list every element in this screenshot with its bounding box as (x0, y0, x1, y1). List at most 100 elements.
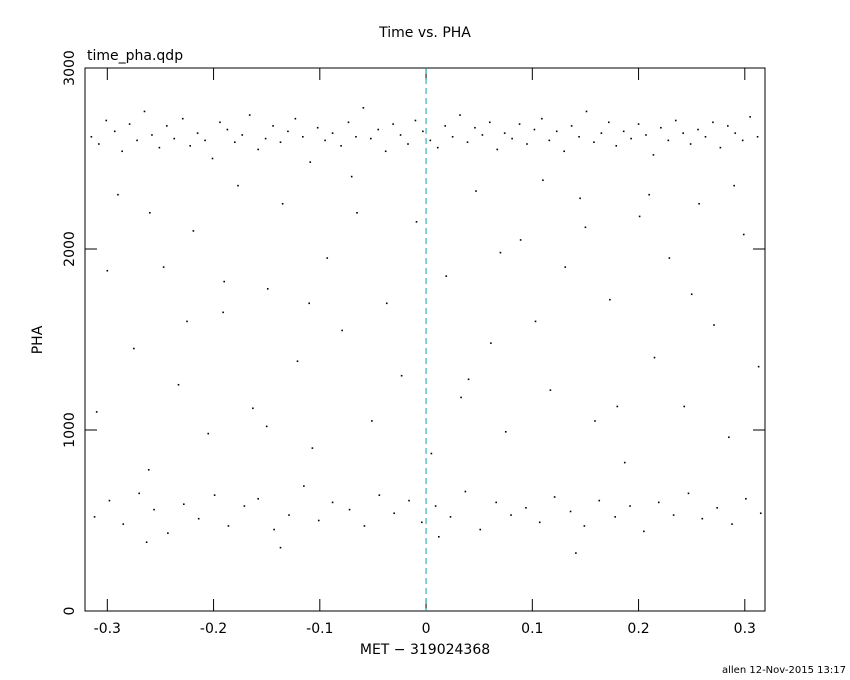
point (713, 324, 715, 326)
point (645, 134, 647, 136)
point (196, 132, 199, 134)
point (340, 145, 342, 147)
point (181, 117, 184, 120)
point (579, 197, 581, 200)
point (90, 135, 93, 138)
point (538, 521, 541, 524)
point (197, 517, 200, 520)
point (153, 508, 155, 511)
point (578, 135, 580, 138)
point (445, 275, 448, 277)
point (569, 510, 572, 513)
point (430, 452, 433, 455)
point (474, 126, 476, 129)
point (226, 128, 229, 131)
point (234, 141, 236, 144)
point (288, 514, 290, 516)
point (309, 161, 312, 163)
point (459, 114, 461, 116)
point (712, 121, 714, 124)
point (583, 525, 586, 527)
point (348, 508, 351, 511)
chart-title: Time vs. PHA (378, 25, 471, 41)
point (741, 139, 744, 142)
point (173, 137, 176, 140)
point (719, 146, 722, 149)
x-tick-label: -0.1 (306, 621, 333, 637)
plot-frame (84, 67, 766, 612)
point (399, 134, 402, 136)
x-tick-label: -0.3 (94, 621, 121, 637)
point (541, 117, 543, 120)
point (393, 512, 395, 515)
point (479, 528, 482, 531)
point (279, 546, 282, 549)
x-tick-label: 0.3 (734, 621, 756, 637)
point (510, 514, 512, 516)
point (630, 137, 632, 140)
point (467, 378, 470, 381)
point (143, 110, 146, 113)
point (281, 202, 284, 205)
point (436, 146, 439, 149)
point (504, 431, 507, 433)
point (136, 139, 138, 142)
point (356, 212, 358, 214)
point (308, 302, 310, 305)
point (499, 251, 502, 254)
point (667, 139, 670, 142)
footer: allen 12-Nov-2015 13:17 (722, 665, 846, 676)
point (378, 494, 381, 496)
point (166, 125, 168, 127)
point (731, 523, 733, 525)
point (518, 123, 521, 125)
point (384, 150, 387, 153)
point (296, 360, 299, 363)
point (701, 517, 704, 520)
point (429, 139, 432, 142)
point (407, 143, 409, 145)
point (241, 134, 244, 136)
point (93, 516, 96, 518)
point (138, 492, 140, 495)
y-tick-label: 1000 (62, 412, 78, 448)
point (385, 302, 388, 305)
point (616, 405, 619, 408)
point (408, 499, 410, 502)
point (687, 492, 690, 495)
point (287, 130, 289, 133)
point (466, 141, 469, 144)
point (272, 125, 274, 127)
point (363, 525, 366, 527)
point (347, 121, 350, 124)
point (534, 320, 537, 323)
point (555, 130, 558, 133)
point (273, 528, 275, 531)
point (734, 132, 737, 134)
x-axis-label: MET − 319024368 (360, 642, 490, 658)
point (759, 512, 762, 515)
point (742, 233, 745, 236)
point (162, 266, 165, 268)
point (303, 485, 305, 487)
point (151, 134, 153, 136)
point (672, 514, 675, 516)
point (133, 347, 135, 350)
point (683, 405, 686, 408)
point (564, 266, 567, 268)
y-tick-label: 0 (62, 607, 78, 616)
x-tick-label: 0.1 (521, 621, 543, 637)
point (464, 490, 467, 493)
x-tick-label: 0 (422, 621, 431, 637)
point (690, 293, 693, 296)
point (414, 119, 417, 122)
point (266, 288, 269, 290)
y-axis-label: PHA (30, 325, 46, 354)
point (189, 145, 191, 147)
point (122, 523, 125, 525)
point (638, 215, 641, 218)
point (526, 143, 528, 145)
point (243, 505, 246, 507)
point (248, 114, 251, 116)
point (511, 137, 513, 140)
